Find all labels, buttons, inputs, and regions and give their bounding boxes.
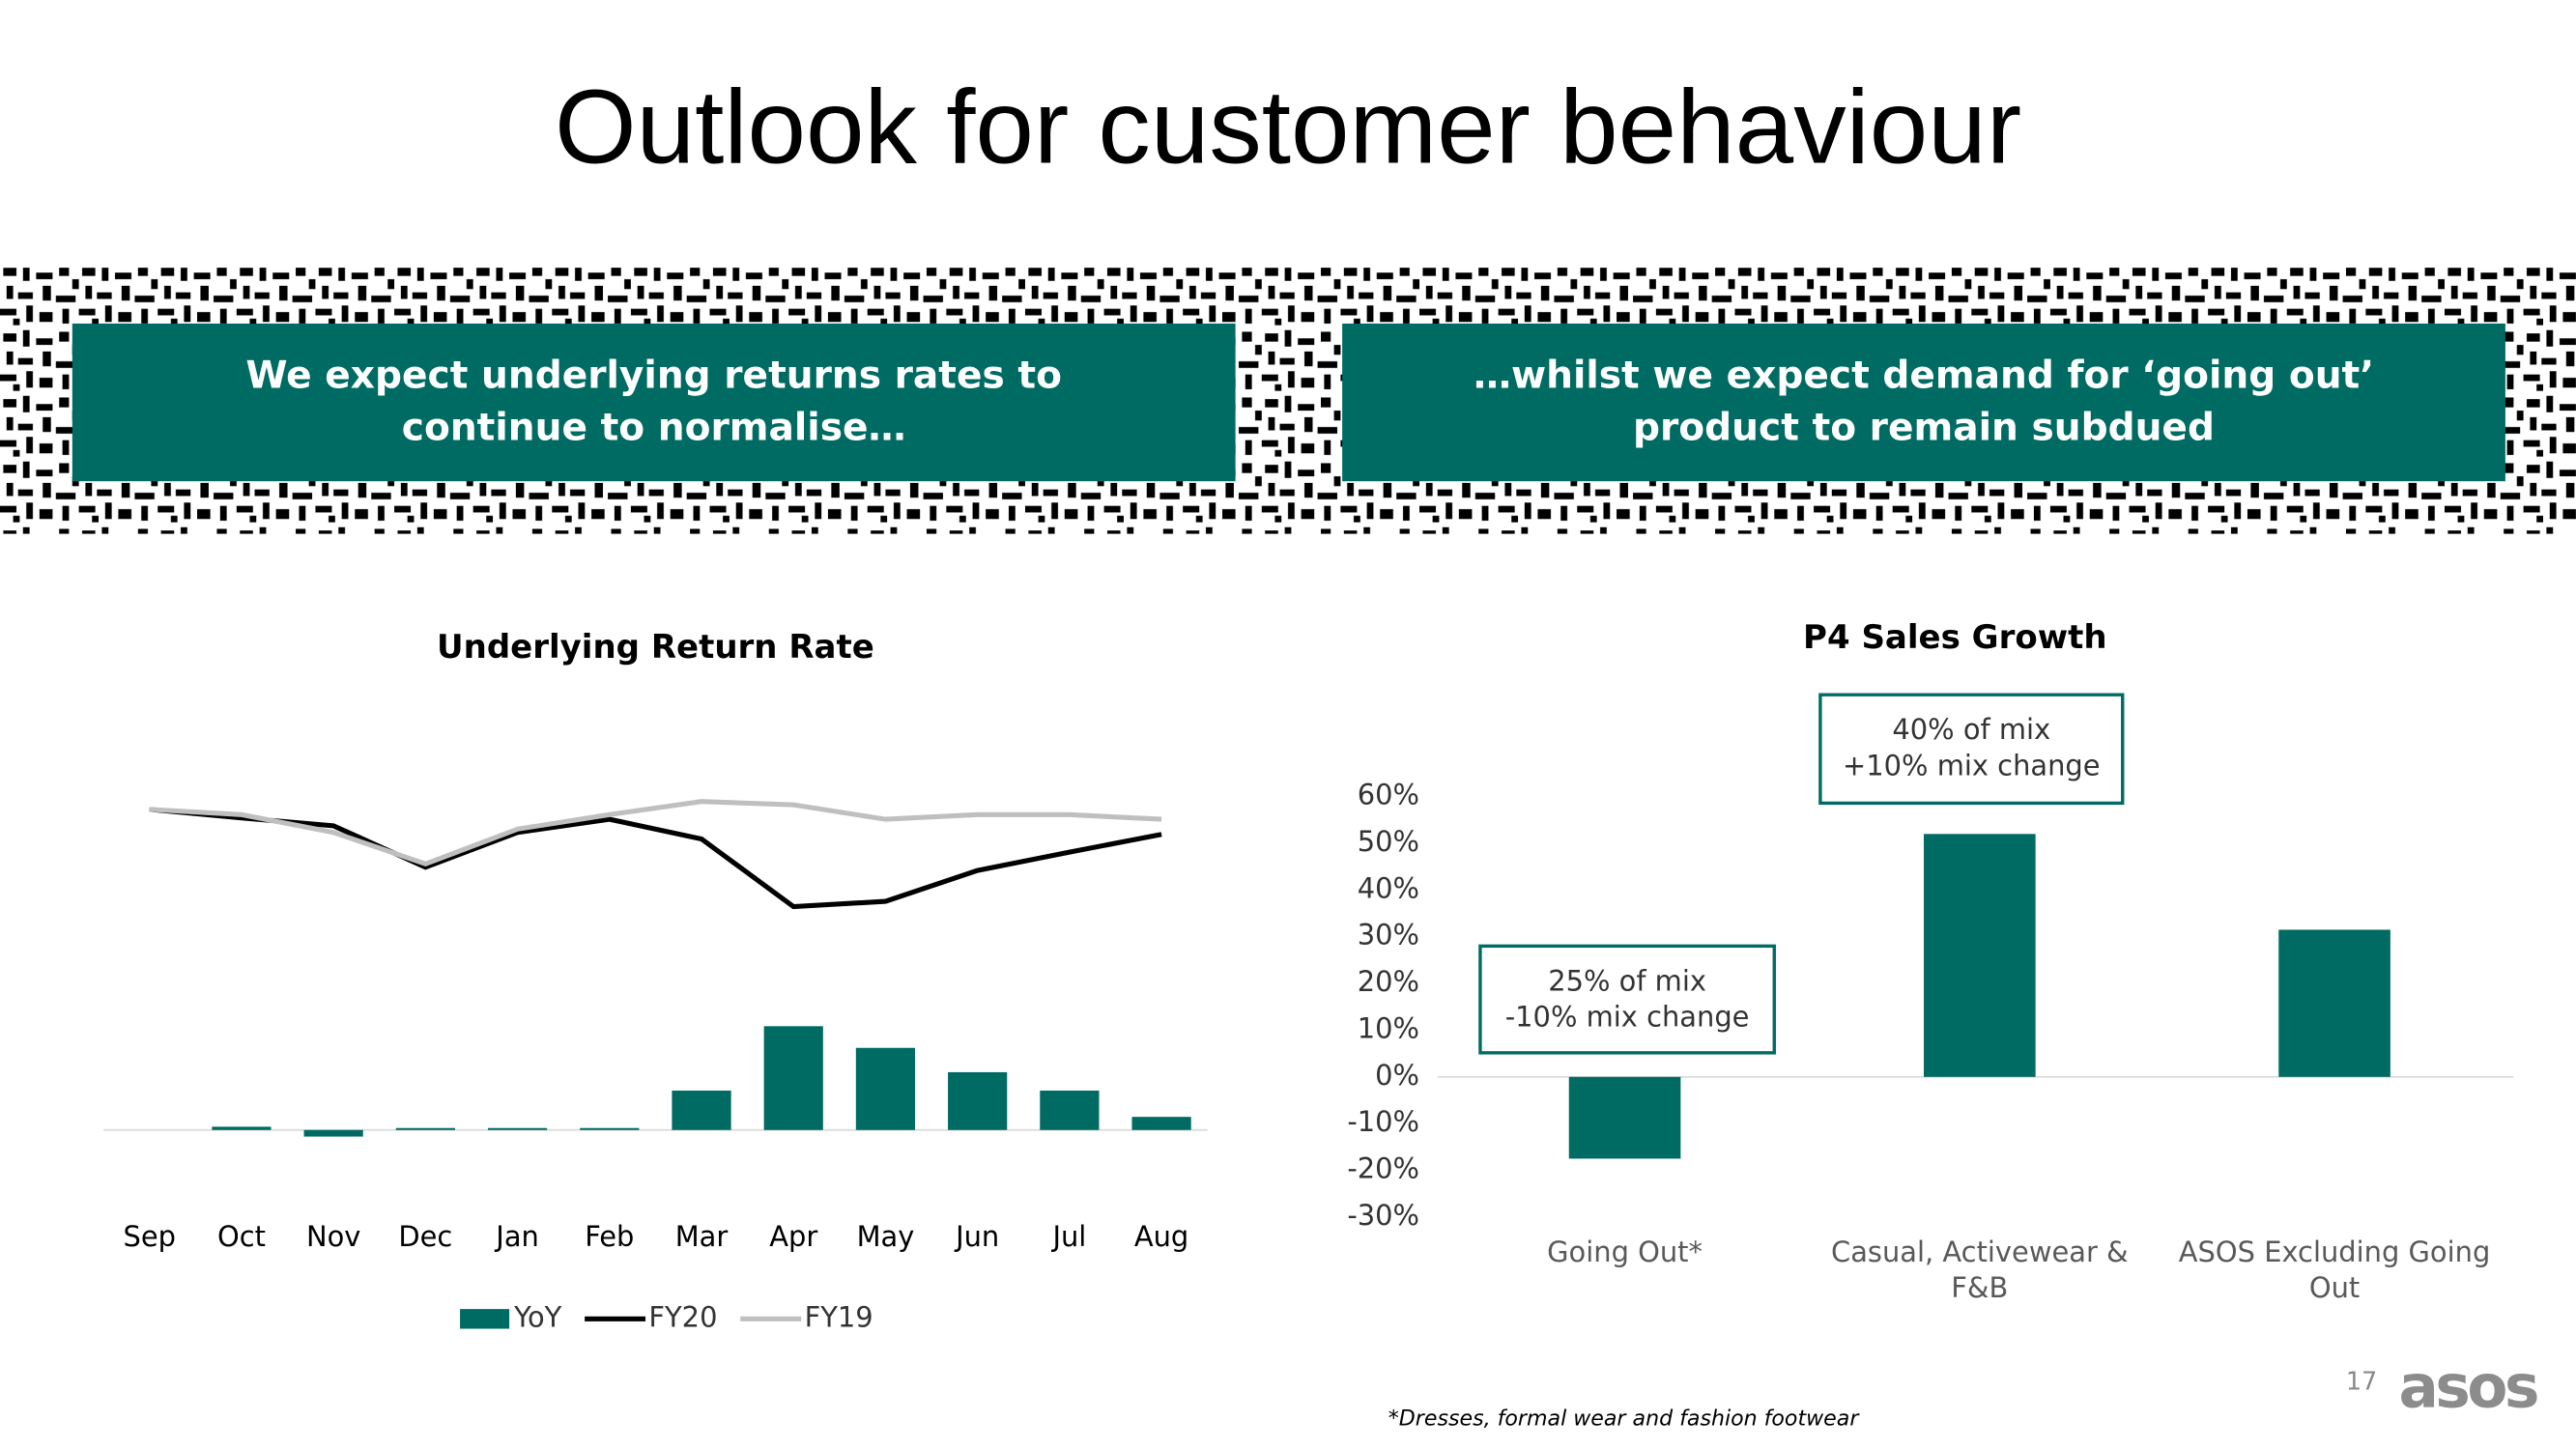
annotation-text: +10% mix change: [1843, 751, 2101, 784]
x-tick-label: ASOS Excluding Going Out: [2178, 1236, 2491, 1306]
banner-text: …whilst we expect demand for ‘going out’: [1473, 355, 2375, 398]
y-tick-label: 60%: [1358, 779, 1419, 811]
slide-title: Outlook for customer behaviour: [554, 67, 2022, 186]
bar: [212, 1126, 272, 1130]
y-tick-label: -30%: [1347, 1199, 1419, 1232]
line: [149, 799, 1162, 867]
x-tick-label: Jul: [1050, 1220, 1086, 1253]
banner: …whilst we expect demand for ‘going out’…: [1342, 323, 2505, 482]
x-tick-label: Aug: [1134, 1220, 1188, 1253]
y-tick-label: 20%: [1358, 965, 1419, 998]
annotation-text: 25% of mix: [1548, 964, 1706, 998]
y-tick-label: 0%: [1375, 1059, 1419, 1092]
bar: [2278, 929, 2390, 1077]
bar: [580, 1127, 640, 1130]
x-tick-label: Mar: [675, 1220, 729, 1253]
annotation-text: 40% of mix: [1892, 714, 2051, 748]
bar: [487, 1127, 548, 1130]
x-tick-label: Feb: [585, 1220, 634, 1253]
chart-title: P4 Sales Growth: [1803, 618, 2107, 657]
bar: [395, 1127, 455, 1130]
x-tick-label: Casual, Activewear & F&B: [1831, 1236, 2129, 1306]
bar: [1040, 1090, 1100, 1130]
annotation: 25% of mix -10% mix change: [1478, 944, 1776, 1055]
y-tick-label: -10%: [1347, 1105, 1419, 1138]
bar: [948, 1071, 1008, 1130]
banner-text: product to remain subdued: [1633, 407, 2215, 450]
line: [149, 807, 1162, 910]
bar: [855, 1047, 916, 1130]
annotation: 40% of mix +10% mix change: [1818, 693, 2125, 806]
bar: [303, 1129, 363, 1137]
bar: [1924, 834, 2036, 1077]
footnote: *Dresses, formal wear and fashion footwe…: [1388, 1406, 1861, 1432]
bar: [1568, 1076, 1681, 1159]
y-tick-label: 10%: [1358, 1011, 1419, 1044]
page-number: 17: [2346, 1368, 2377, 1397]
legend-label: FY19: [805, 1300, 873, 1333]
x-tick-label: Nov: [306, 1220, 360, 1253]
y-tick-label: -20%: [1347, 1152, 1419, 1185]
annotation-text: -10% mix change: [1504, 1001, 1750, 1035]
x-tick-label: Dec: [398, 1220, 452, 1253]
x-tick-label: Sep: [123, 1220, 175, 1253]
banner-text: continue to normalise…: [401, 407, 906, 450]
chart-title: Underlying Return Rate: [437, 628, 874, 667]
x-tick-label: Jan: [494, 1220, 539, 1253]
bar: [1131, 1117, 1191, 1130]
banner: We expect underlying returns rates to con…: [72, 323, 1236, 482]
x-tick-label: Going Out*: [1547, 1236, 1703, 1270]
x-tick-label: Jun: [954, 1220, 999, 1253]
y-tick-label: 30%: [1358, 919, 1419, 952]
logo: asos: [2399, 1353, 2538, 1422]
legend-label: YoY: [513, 1300, 561, 1333]
bar: [672, 1090, 731, 1130]
y-tick-label: 50%: [1358, 825, 1419, 858]
x-tick-label: Apr: [769, 1220, 817, 1253]
legend-label: FY20: [648, 1300, 717, 1333]
x-tick-label: Oct: [217, 1220, 266, 1253]
banner-text: We expect underlying returns rates to: [245, 355, 1062, 398]
y-tick-label: 40%: [1358, 871, 1419, 904]
bar: [763, 1026, 823, 1130]
x-tick-label: May: [857, 1220, 915, 1253]
legend-swatch: [460, 1309, 510, 1329]
